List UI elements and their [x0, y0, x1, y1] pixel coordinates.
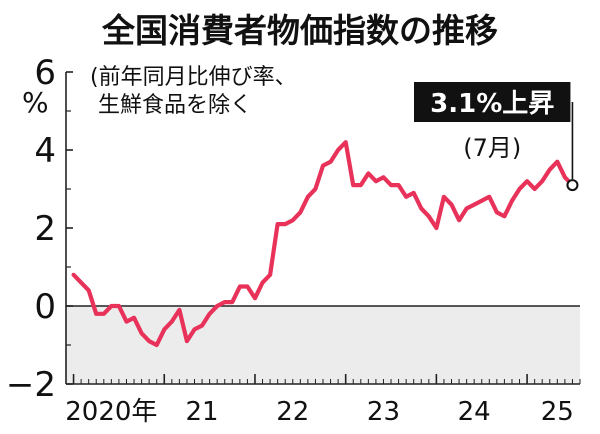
- cpi-series-line: [71, 140, 575, 348]
- callout-box: [414, 82, 571, 122]
- latest-point-marker: [566, 179, 579, 192]
- y-tick-label: 2: [34, 209, 56, 249]
- callout-month-label: (7月): [463, 134, 521, 162]
- callout-label: 3.1%上昇: [430, 89, 554, 119]
- y-tick-label: −2: [6, 365, 56, 405]
- y-tick-label: 6: [34, 53, 56, 93]
- chart-subtitle-line-2: 生鮮食品を除く: [98, 93, 252, 118]
- x-tick-label: 22: [276, 397, 309, 427]
- x-tick-label: 23: [367, 397, 400, 427]
- x-tick-label: 24: [458, 397, 491, 427]
- x-tick-label: 21: [186, 397, 219, 427]
- chart-title: 全国消費者物価指数の推移: [101, 11, 498, 50]
- negative-region-shade: [66, 306, 580, 384]
- y-unit-label: %: [22, 86, 49, 119]
- x-tick-label: 2020年: [65, 397, 157, 427]
- y-tick-label: 0: [34, 287, 56, 327]
- x-tick-label: 25: [541, 397, 574, 427]
- y-tick-label: 4: [34, 131, 56, 171]
- chart-subtitle-line-1: (前年同月比伸び率、: [90, 65, 297, 90]
